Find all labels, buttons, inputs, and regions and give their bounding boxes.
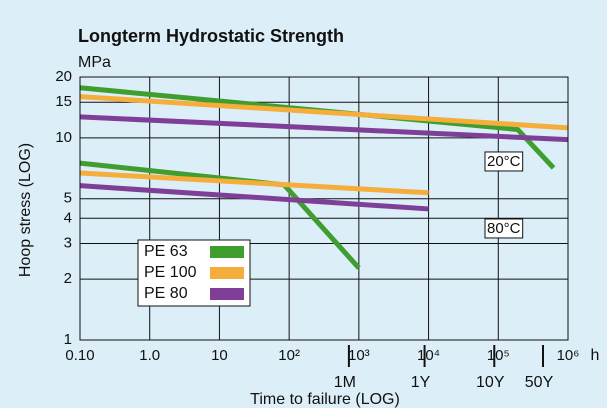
- x2-tick-label: 50Y: [525, 374, 554, 391]
- x-tick-label: 0.10: [65, 347, 94, 364]
- chart-title: Longterm Hydrostatic Strength: [78, 26, 344, 46]
- annotation-box: [484, 218, 524, 239]
- x-tick-label: 1.0: [139, 347, 160, 364]
- series-line: [79, 94, 569, 131]
- x2-tick-label: 1M: [334, 374, 356, 391]
- legend-swatch: [210, 267, 244, 279]
- x-tick-label: 10⁵: [487, 347, 510, 364]
- series-line: [79, 183, 429, 212]
- y-tick-label: 20: [55, 68, 72, 85]
- legend-label: PE 63: [144, 243, 188, 260]
- x-axis-title: Time to failure (LOG): [250, 391, 400, 408]
- y-tick-label: 15: [55, 93, 72, 110]
- x-tick-label: 10: [211, 347, 228, 364]
- y-tick-label: 1: [64, 331, 72, 348]
- annotation: 80°C: [487, 220, 521, 237]
- annotation: 20°C: [487, 153, 521, 170]
- y-unit: MPa: [78, 54, 111, 71]
- x-unit: h: [591, 347, 600, 364]
- y-tick-label: 4: [64, 209, 72, 226]
- y-tick-label: 3: [64, 235, 72, 252]
- series-line: [79, 85, 556, 170]
- legend-label: PE 100: [144, 264, 197, 281]
- y-axis-title: Hoop stress (LOG): [17, 143, 34, 277]
- x2-tick-label: 10Y: [476, 374, 505, 391]
- x-tick-label: 10²: [278, 347, 300, 364]
- series-line: [79, 114, 569, 143]
- plot-frame: [79, 76, 569, 341]
- legend-swatch: [210, 288, 244, 300]
- legend-swatch: [210, 246, 244, 258]
- legend-label: PE 80: [144, 285, 188, 302]
- x-tick-label: 10³: [348, 347, 370, 364]
- y-tick-label: 10: [55, 129, 72, 146]
- x-tick-label: 10⁴: [417, 347, 440, 364]
- series-line: [79, 170, 429, 196]
- annotation-box: [484, 151, 524, 172]
- x2-tick-label: 1Y: [411, 374, 431, 391]
- y-tick-label: 2: [64, 270, 72, 287]
- x-tick-label: 10⁶: [557, 347, 580, 364]
- y-tick-label: 5: [64, 190, 72, 207]
